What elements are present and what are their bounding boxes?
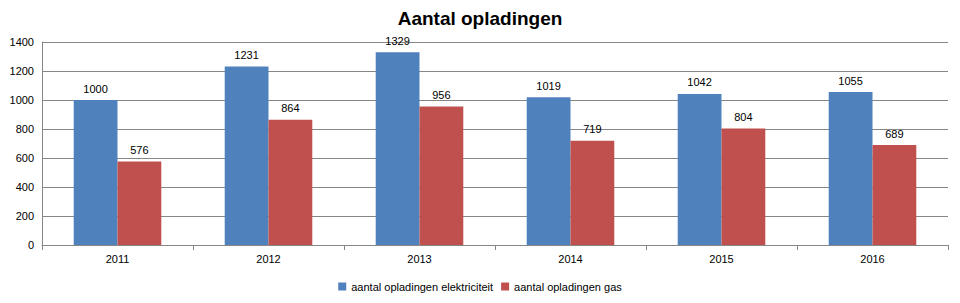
svg-text:200: 200	[16, 210, 34, 222]
svg-text:1329: 1329	[385, 35, 409, 47]
svg-text:1019: 1019	[536, 80, 560, 92]
svg-text:Aantal opladingen: Aantal opladingen	[398, 8, 563, 29]
svg-text:2013: 2013	[407, 253, 431, 265]
svg-text:1200: 1200	[10, 65, 34, 77]
svg-text:0: 0	[28, 239, 34, 251]
svg-text:1000: 1000	[10, 94, 34, 106]
svg-text:864: 864	[281, 102, 299, 114]
svg-text:2011: 2011	[106, 253, 130, 265]
svg-text:689: 689	[885, 128, 903, 140]
svg-text:2015: 2015	[709, 253, 733, 265]
svg-text:aantal opladingen gas: aantal opladingen gas	[514, 281, 622, 293]
svg-text:aantal opladingen elektricitei: aantal opladingen elektriciteit	[351, 281, 493, 293]
svg-text:400: 400	[16, 181, 34, 193]
svg-text:2014: 2014	[558, 253, 582, 265]
svg-text:804: 804	[734, 111, 752, 123]
svg-text:600: 600	[16, 152, 34, 164]
svg-text:719: 719	[583, 123, 601, 135]
svg-text:1400: 1400	[10, 36, 34, 48]
svg-text:1042: 1042	[687, 76, 711, 88]
svg-text:2012: 2012	[256, 253, 280, 265]
svg-text:956: 956	[432, 89, 450, 101]
svg-text:1055: 1055	[838, 75, 862, 87]
svg-text:800: 800	[16, 123, 34, 135]
svg-text:1231: 1231	[234, 49, 258, 61]
svg-text:1000: 1000	[83, 83, 107, 95]
svg-text:576: 576	[130, 144, 148, 156]
svg-text:2016: 2016	[860, 253, 884, 265]
